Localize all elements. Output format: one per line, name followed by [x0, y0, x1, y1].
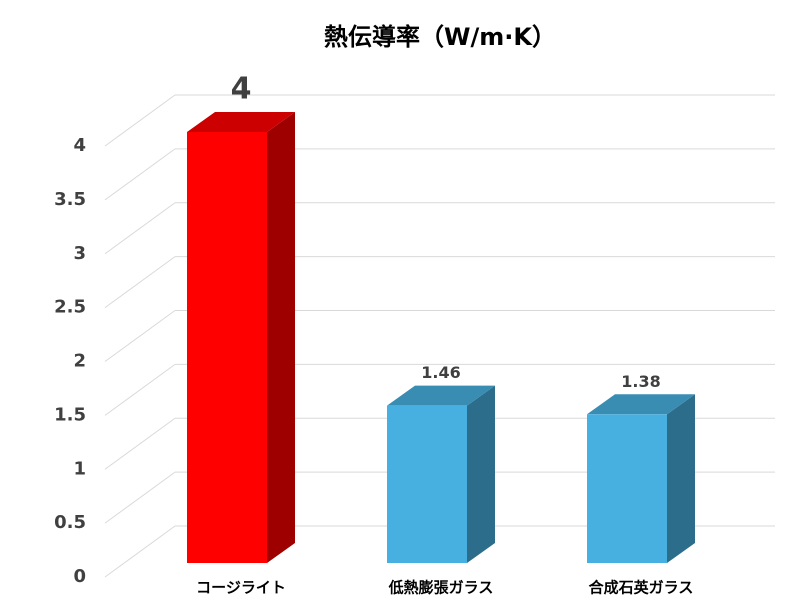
x-tick-label: 低熱膨張ガラス: [388, 579, 494, 597]
chart-title: 熱伝導率（W/m·K）: [324, 23, 556, 51]
bar-top: [187, 112, 295, 132]
x-tick-label: コージライト: [196, 579, 286, 597]
bar-side: [467, 385, 495, 563]
grid-line: [104, 94, 176, 147]
grid-line: [104, 148, 176, 201]
grid-line: [104, 363, 176, 416]
y-tick-label: 3.5: [54, 189, 86, 210]
y-tick-label: 4: [73, 135, 86, 156]
bar-top: [587, 394, 695, 415]
y-tick-label: 1.5: [54, 404, 86, 425]
grid-line: [104, 310, 176, 362]
bar-top: [387, 385, 495, 406]
bar-side: [667, 394, 695, 563]
grid-line: [104, 471, 176, 524]
data-label: 4: [231, 72, 252, 107]
grid-line: [104, 417, 176, 470]
grid-line: [104, 256, 176, 309]
y-tick-label: 3: [73, 243, 86, 264]
y-tick-label: 2: [73, 351, 86, 372]
bar: [587, 414, 667, 563]
grid-line: [104, 202, 176, 255]
bar: [187, 132, 267, 563]
data-label: 1.46: [421, 363, 460, 382]
bar: [387, 405, 467, 563]
y-tick-label: 0.5: [54, 512, 86, 533]
y-tick-label: 0: [73, 566, 86, 587]
data-label: 1.38: [621, 372, 660, 391]
y-tick-label: 2.5: [54, 297, 86, 318]
grid-line: [104, 525, 176, 578]
y-tick-label: 1: [73, 458, 86, 479]
bar-side: [267, 112, 295, 563]
x-tick-label: 合成石英ガラス: [588, 579, 694, 597]
